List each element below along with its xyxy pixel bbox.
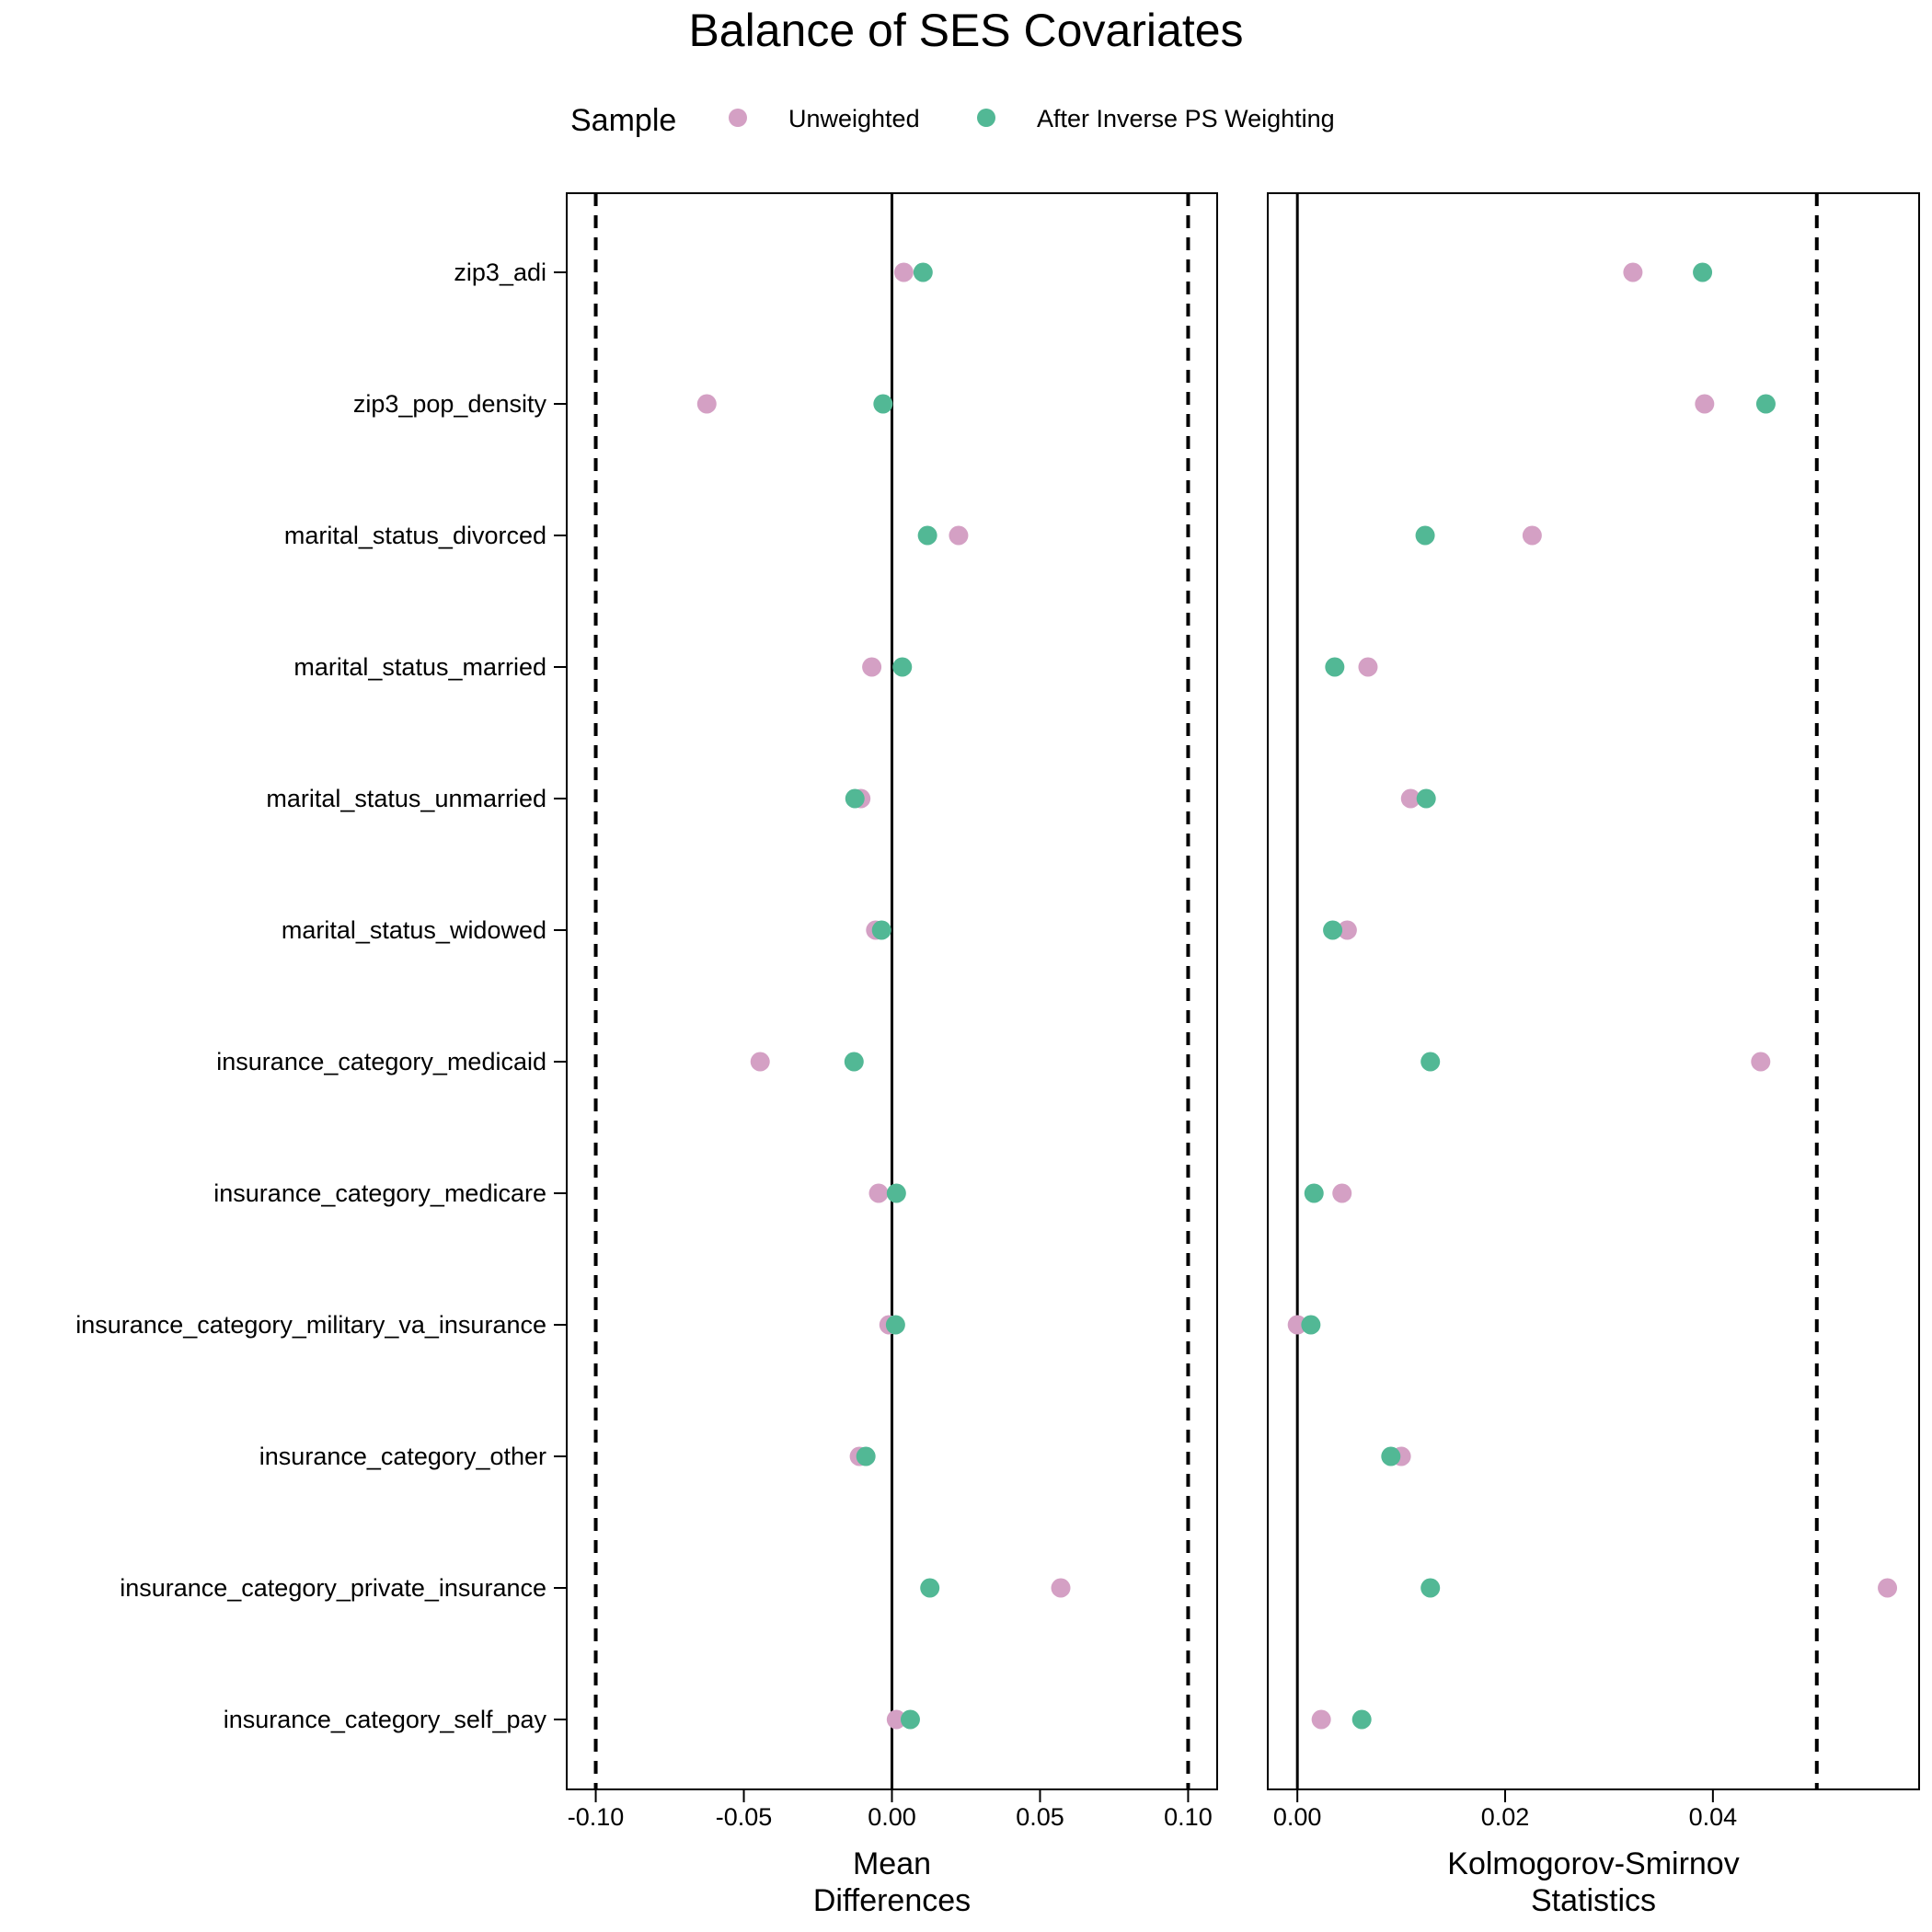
y-tick-label: marital_status_widowed <box>282 916 546 944</box>
chart-title: Balance of SES Covariates <box>688 5 1243 56</box>
x-tick-label: 0.02 <box>1481 1803 1530 1831</box>
y-tick-label: marital_status_married <box>293 653 546 681</box>
panel-ks-statistics-x-axis: 0.00 0.02 0.04 <box>1273 1789 1737 1831</box>
point-unweighted <box>1337 920 1357 940</box>
panel-ks-statistics-guides <box>1295 193 1819 1789</box>
point-weighted <box>1325 657 1345 677</box>
point-weighted <box>920 1578 940 1598</box>
point-unweighted <box>696 394 717 414</box>
y-tick-label: insurance_category_military_va_insurance <box>75 1311 546 1339</box>
panel-ks-statistics-xlabel-line1: Kolmogorov-Smirnov <box>1447 1846 1739 1881</box>
point-unweighted <box>1623 262 1643 282</box>
x-tick-label: -0.05 <box>716 1803 773 1831</box>
point-unweighted <box>1332 1183 1352 1203</box>
x-tick-label: 0.05 <box>1016 1803 1064 1831</box>
point-unweighted <box>886 1709 906 1730</box>
panel-mean-differences: -0.10 -0.05 0.00 0.05 0.10 Mean Differences <box>566 192 1218 1918</box>
x-tick-label: -0.10 <box>568 1803 625 1831</box>
panel-mean-differences-xlabel-line1: Mean <box>853 1846 931 1881</box>
y-tick-label: insurance_category_medicare <box>213 1179 546 1207</box>
point-unweighted <box>1311 1709 1331 1730</box>
point-unweighted <box>893 262 914 282</box>
point-unweighted <box>862 657 882 677</box>
point-weighted <box>845 788 865 809</box>
point-weighted <box>1416 788 1436 809</box>
point-weighted <box>917 525 937 546</box>
y-tick-label: insurance_category_private_insurance <box>120 1574 546 1602</box>
point-unweighted <box>1051 1578 1071 1598</box>
y-tick-label: insurance_category_medicaid <box>216 1048 546 1075</box>
legend-label-weighted: After Inverse PS Weighting <box>1037 105 1335 132</box>
point-weighted <box>886 1183 906 1203</box>
panel-mean-differences-x-axis: -0.10 -0.05 0.00 0.05 0.10 <box>568 1789 1213 1831</box>
x-tick-label: 0.10 <box>1164 1803 1213 1831</box>
panel-ks-statistics: 0.00 0.02 0.04 Kolmogorov-Smirnov Statisti… <box>1267 192 1920 1918</box>
point-unweighted <box>1695 394 1715 414</box>
x-tick-label: 0.04 <box>1689 1803 1738 1831</box>
point-unweighted <box>1522 525 1542 546</box>
y-tick-label: insurance_category_self_pay <box>224 1706 547 1733</box>
point-unweighted <box>1751 1052 1771 1072</box>
y-tick-label: insurance_category_other <box>259 1443 546 1470</box>
point-unweighted <box>1287 1315 1307 1335</box>
point-weighted <box>1351 1709 1372 1730</box>
point-weighted <box>913 262 933 282</box>
point-weighted <box>856 1446 876 1466</box>
point-weighted <box>1420 1578 1441 1598</box>
point-unweighted <box>750 1052 770 1072</box>
point-weighted <box>1415 525 1435 546</box>
y-tick-label: marital_status_unmarried <box>266 785 546 812</box>
legend-marker-weighted <box>977 109 995 127</box>
y-tick-label: zip3_adi <box>454 259 546 286</box>
point-weighted <box>1755 394 1776 414</box>
panel-ks-statistics-frame <box>1267 192 1920 1790</box>
point-unweighted <box>1358 657 1378 677</box>
point-weighted <box>1304 1183 1324 1203</box>
panel-mean-differences-guides <box>593 193 1190 1789</box>
point-weighted <box>1420 1052 1441 1072</box>
x-tick-label: 0.00 <box>1273 1803 1322 1831</box>
point-unweighted <box>1400 788 1420 809</box>
panel-ks-statistics-points <box>1287 262 1898 1730</box>
point-weighted <box>900 1709 920 1730</box>
point-unweighted <box>949 525 969 546</box>
panel-mean-differences-xlabel-line2: Differences <box>813 1883 971 1918</box>
point-weighted <box>844 1052 864 1072</box>
legend-label-unweighted: Unweighted <box>788 105 920 132</box>
point-weighted <box>1693 262 1713 282</box>
y-tick-label: zip3_pop_density <box>353 390 547 418</box>
legend-marker-unweighted <box>729 109 747 127</box>
legend: Sample Unweighted After Inverse PS Weigh… <box>570 103 1335 138</box>
panel-mean-differences-points <box>696 262 1071 1730</box>
panel-ks-statistics-xlabel-line2: Statistics <box>1531 1883 1656 1918</box>
legend-title: Sample <box>570 103 676 138</box>
point-weighted <box>892 657 913 677</box>
point-weighted <box>873 394 893 414</box>
point-weighted <box>885 1315 905 1335</box>
point-unweighted <box>1878 1578 1898 1598</box>
x-tick-label: 0.00 <box>868 1803 916 1831</box>
point-unweighted <box>868 1183 889 1203</box>
point-weighted <box>1301 1315 1321 1335</box>
point-weighted <box>1323 920 1343 940</box>
point-weighted <box>871 920 891 940</box>
y-axis-labels: zip3_adi zip3_pop_density marital_status_d… <box>75 259 567 1733</box>
y-tick-label: marital_status_divorced <box>284 522 546 549</box>
point-weighted <box>1381 1446 1401 1466</box>
